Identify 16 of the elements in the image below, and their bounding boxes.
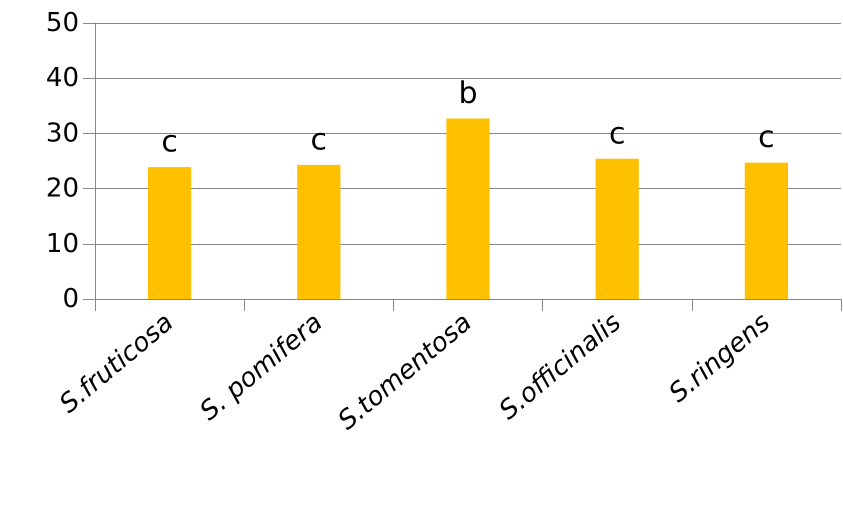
annotation: c — [608, 116, 626, 152]
y-tick-label: 0 — [62, 284, 79, 314]
bar — [596, 158, 639, 299]
y-tick-label: 30 — [46, 118, 79, 148]
y-tick-label: 20 — [46, 174, 79, 204]
y-tick-label: 50 — [46, 8, 79, 38]
annotation: c — [161, 124, 178, 160]
annotation: c — [758, 120, 775, 156]
bar — [297, 164, 340, 299]
annotation: c — [310, 122, 328, 158]
bar — [148, 167, 192, 299]
annotation: b — [458, 76, 478, 111]
y-tick-label: 40 — [46, 63, 79, 94]
y-tick-label: 10 — [46, 228, 79, 259]
bar — [446, 118, 490, 299]
bar — [744, 162, 788, 299]
